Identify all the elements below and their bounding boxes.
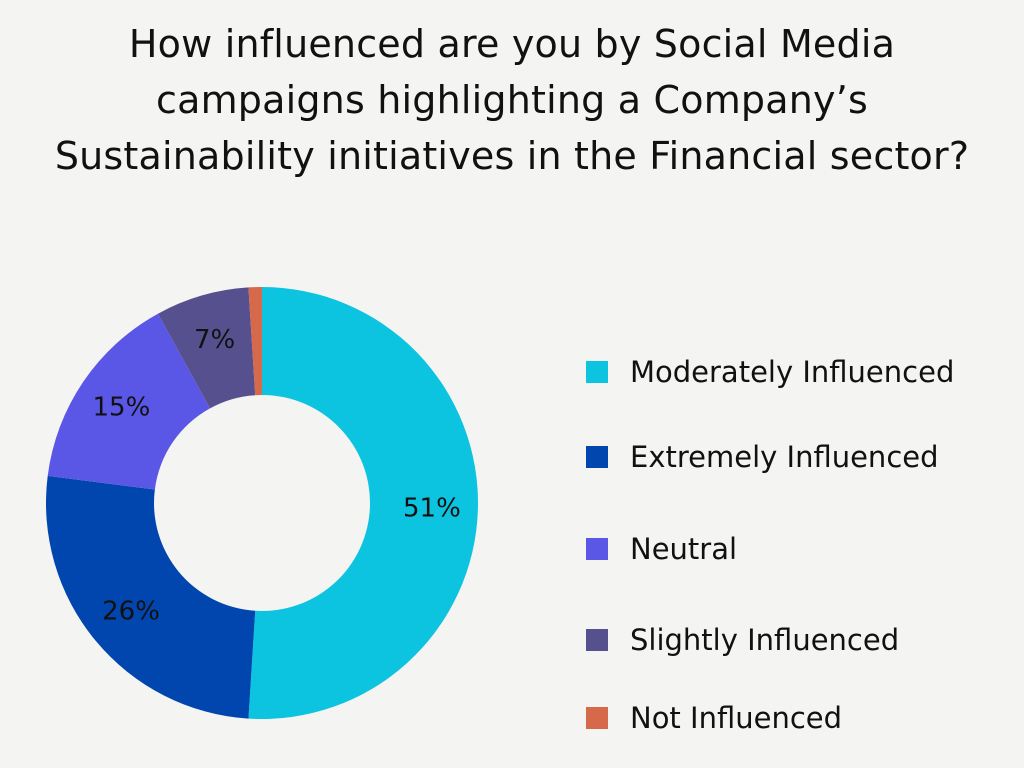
donut-slices xyxy=(46,287,479,720)
legend-item-slightly-influenced: Slightly Influenced xyxy=(586,620,899,660)
legend-label: Slightly Influenced xyxy=(630,623,900,657)
chart-title: How influenced are you by Social Media c… xyxy=(54,22,970,178)
legend-item-moderately-influenced: Moderately Influenced xyxy=(586,352,954,392)
legend-label: Moderately Influenced xyxy=(630,355,955,389)
legend-label: Not Influenced xyxy=(630,701,843,735)
legend-swatch xyxy=(586,629,608,651)
data-label-moderately-influenced: 51% xyxy=(403,493,461,523)
legend-swatch xyxy=(586,538,608,560)
legend-swatch xyxy=(586,446,608,468)
legend-label: Neutral xyxy=(630,532,738,566)
slice-slightly-influenced xyxy=(157,287,256,409)
legend-swatch xyxy=(586,361,608,383)
legend-item-not-influenced: Not Influenced xyxy=(586,698,842,738)
data-label-slightly-influenced: 7% xyxy=(194,325,235,355)
legend-item-neutral: Neutral xyxy=(586,529,737,569)
legend-label: Extremely Influenced xyxy=(630,440,939,474)
legend-item-extremely-influenced: Extremely Influenced xyxy=(586,437,939,477)
data-label-extremely-influenced: 26% xyxy=(102,596,160,626)
slice-extremely-influenced xyxy=(46,475,256,719)
slice-not-influenced xyxy=(248,287,262,396)
slice-labels: 51% 26% 15% 7% xyxy=(92,325,460,627)
legend-swatch xyxy=(586,707,608,729)
slice-moderately-influenced xyxy=(248,287,479,720)
slice-neutral xyxy=(47,313,210,490)
data-label-neutral: 15% xyxy=(92,392,150,422)
